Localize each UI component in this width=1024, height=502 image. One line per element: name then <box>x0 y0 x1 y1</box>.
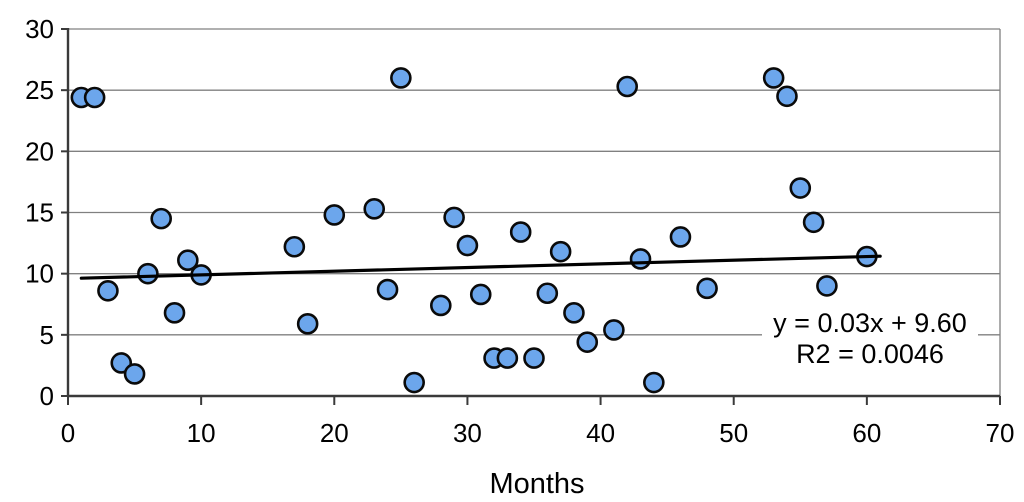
data-point[interactable] <box>469 283 492 306</box>
data-point[interactable] <box>816 275 838 297</box>
x-tick-label-20: 20 <box>320 418 349 448</box>
data-point[interactable] <box>523 347 545 369</box>
data-point[interactable] <box>429 294 452 317</box>
data-point[interactable] <box>616 75 639 98</box>
trendline-equation-label: y = 0.03x + 9.60 <box>762 308 978 339</box>
y-tick-label-5: 5 <box>40 320 54 350</box>
data-point[interactable] <box>603 319 625 341</box>
data-point[interactable] <box>776 85 798 108</box>
y-tick-label-15: 15 <box>25 198 54 228</box>
data-point[interactable] <box>283 235 306 258</box>
y-tick-label-20: 20 <box>25 136 54 166</box>
x-tick-label-50: 50 <box>719 418 748 448</box>
x-tick-label-10: 10 <box>187 418 216 448</box>
data-point[interactable] <box>83 86 106 109</box>
data-point[interactable] <box>629 248 652 270</box>
x-tick-label-40: 40 <box>586 418 615 448</box>
data-point[interactable] <box>762 67 785 89</box>
data-point[interactable] <box>163 302 186 324</box>
data-point[interactable] <box>576 331 599 353</box>
data-point[interactable] <box>696 277 718 300</box>
data-point[interactable] <box>403 371 425 394</box>
data-point[interactable] <box>509 221 532 243</box>
data-point[interactable] <box>496 347 519 369</box>
data-point[interactable] <box>456 234 479 257</box>
data-point[interactable] <box>137 262 159 285</box>
data-point[interactable] <box>296 313 319 335</box>
data-point[interactable] <box>323 204 346 226</box>
y-tick-label-30: 30 <box>25 14 54 44</box>
trendline-r-squared-label: R2 = 0.0046 <box>782 339 958 370</box>
data-point[interactable] <box>363 198 386 220</box>
data-point[interactable] <box>443 206 465 229</box>
x-tick-label-30: 30 <box>453 418 482 448</box>
y-tick-label-10: 10 <box>25 259 54 289</box>
x-tick-label-60: 60 <box>852 418 881 448</box>
data-point[interactable] <box>549 240 572 263</box>
y-tick-label-25: 25 <box>25 75 54 105</box>
data-point[interactable] <box>789 177 812 199</box>
data-point[interactable] <box>97 279 119 302</box>
trendline[interactable] <box>79 254 882 280</box>
data-point[interactable] <box>390 67 412 89</box>
data-point[interactable] <box>177 249 199 272</box>
y-tick-label-0: 0 <box>40 381 54 411</box>
data-point[interactable] <box>669 226 692 248</box>
data-point[interactable] <box>802 211 825 234</box>
data-point[interactable] <box>376 278 399 301</box>
data-point[interactable] <box>123 363 146 385</box>
data-point[interactable] <box>643 371 665 394</box>
data-point[interactable] <box>563 302 585 324</box>
x-axis-title: Months <box>489 468 585 500</box>
x-tick-label-0: 0 <box>61 418 75 448</box>
data-point[interactable] <box>150 207 172 230</box>
x-tick-label-70: 70 <box>986 418 1015 448</box>
data-point[interactable] <box>536 282 559 305</box>
